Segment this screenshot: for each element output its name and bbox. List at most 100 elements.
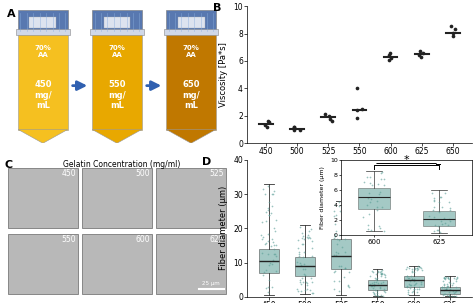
FancyBboxPatch shape (90, 29, 144, 35)
Point (377, 269, 385, 274)
Point (345, 270, 353, 275)
Point (341, 237, 349, 242)
Point (298, 282, 305, 287)
Point (353, 115, 361, 120)
FancyBboxPatch shape (166, 31, 216, 130)
Point (407, 274, 415, 279)
Point (408, 269, 416, 274)
Point (308, 279, 315, 284)
Point (368, 283, 376, 288)
FancyBboxPatch shape (8, 168, 78, 228)
Point (413, 266, 420, 271)
Point (415, 53, 423, 58)
Point (336, 208, 344, 213)
Point (377, 271, 385, 276)
Point (307, 236, 314, 241)
Point (270, 258, 277, 263)
Point (330, 287, 338, 292)
Point (307, 287, 314, 292)
Point (439, 278, 447, 283)
Point (260, 270, 267, 275)
Point (408, 290, 416, 295)
Point (411, 266, 419, 271)
Point (342, 266, 349, 271)
Point (385, 58, 393, 63)
Point (294, 286, 301, 291)
Point (259, 273, 267, 278)
Point (414, 264, 422, 269)
Point (442, 287, 450, 291)
Point (264, 207, 272, 212)
Text: C: C (5, 160, 13, 170)
Point (332, 233, 339, 238)
Point (410, 287, 418, 291)
Point (450, 290, 457, 295)
Point (268, 203, 275, 208)
Point (271, 251, 279, 256)
Point (449, 282, 456, 287)
Text: Gelatin Concentration (mg/ml): Gelatin Concentration (mg/ml) (63, 160, 180, 169)
Point (370, 291, 378, 296)
Point (273, 269, 280, 274)
FancyBboxPatch shape (82, 168, 152, 228)
Point (409, 267, 416, 272)
Point (446, 289, 453, 294)
Point (298, 236, 305, 241)
Text: 525: 525 (209, 169, 224, 178)
Text: 450: 450 (62, 169, 76, 178)
Point (264, 119, 272, 124)
Point (406, 282, 414, 287)
Point (270, 242, 277, 247)
Point (380, 286, 388, 291)
Point (377, 271, 384, 275)
Point (328, 119, 336, 124)
Y-axis label: Fiber diameter (μm): Fiber diameter (μm) (219, 186, 228, 271)
Point (266, 261, 274, 265)
Point (439, 292, 447, 297)
Point (449, 33, 457, 38)
Point (335, 233, 342, 238)
Point (445, 283, 452, 288)
Point (335, 264, 342, 269)
Point (259, 235, 267, 239)
Point (403, 265, 411, 270)
Point (374, 269, 382, 274)
Text: 500: 500 (135, 169, 150, 178)
Point (344, 283, 351, 288)
Point (369, 269, 376, 274)
Point (267, 244, 275, 249)
Point (262, 241, 270, 245)
Point (377, 281, 385, 286)
Point (299, 242, 307, 247)
Point (261, 123, 269, 128)
Point (446, 286, 454, 291)
Text: 550
mg/
mL: 550 mg/ mL (108, 80, 126, 110)
Point (335, 238, 343, 243)
PathPatch shape (331, 239, 351, 269)
Text: 625: 625 (209, 235, 224, 244)
Point (443, 284, 450, 289)
Point (309, 291, 317, 295)
Point (445, 277, 453, 281)
Point (403, 285, 411, 290)
Point (344, 221, 351, 226)
Point (264, 184, 271, 189)
Point (330, 209, 338, 214)
Point (376, 270, 383, 275)
Point (330, 270, 338, 275)
Point (449, 288, 457, 293)
Point (419, 51, 427, 56)
Point (370, 281, 378, 286)
Point (451, 289, 458, 294)
Point (415, 285, 423, 289)
Point (445, 293, 453, 298)
Point (294, 289, 302, 294)
Point (297, 262, 305, 267)
Point (345, 283, 352, 288)
Point (308, 254, 316, 259)
Text: 650
mg/
mL: 650 mg/ mL (182, 80, 200, 110)
Point (353, 86, 361, 91)
Point (411, 282, 419, 287)
Point (452, 289, 459, 294)
Point (370, 286, 377, 291)
